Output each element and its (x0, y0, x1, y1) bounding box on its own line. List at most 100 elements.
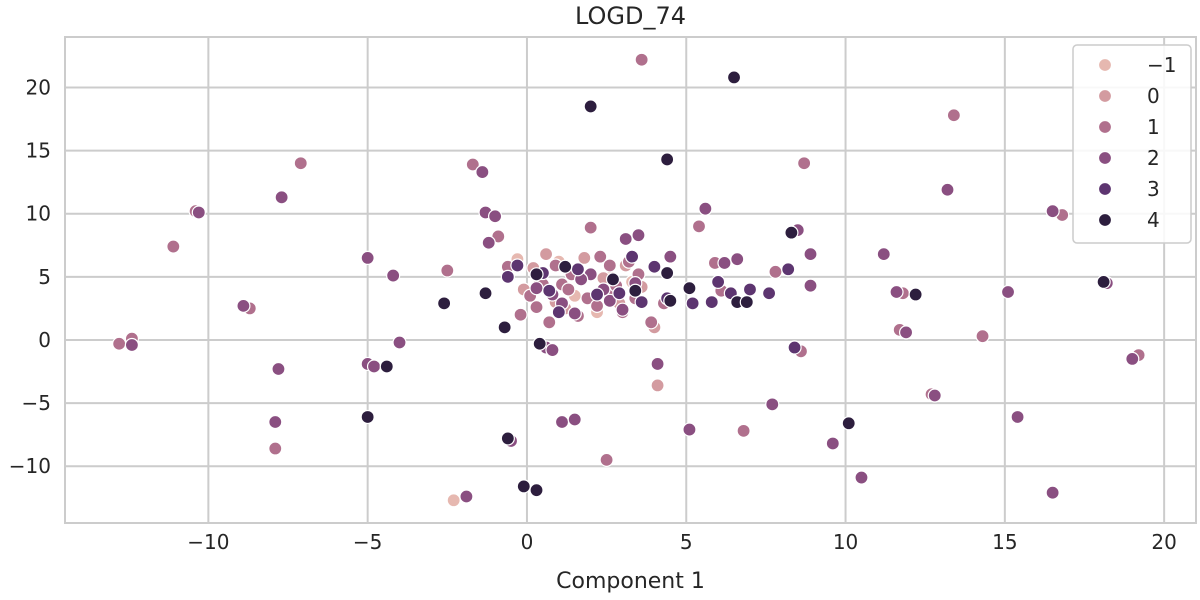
data-point (268, 441, 283, 456)
data-point (898, 325, 914, 340)
data-point (567, 412, 582, 427)
y-tick-label: 20 (26, 75, 51, 99)
data-point (459, 489, 474, 504)
data-point (682, 422, 697, 437)
data-point (602, 258, 617, 273)
data-point (612, 286, 627, 301)
data-point (554, 414, 570, 430)
data-point (551, 305, 566, 320)
data-point (542, 315, 557, 330)
y-tick-label: 5 (38, 265, 51, 289)
data-point (644, 315, 659, 330)
data-point (529, 483, 544, 498)
data-point (293, 156, 308, 171)
data-point (940, 182, 955, 197)
data-point (602, 293, 617, 308)
legend-label: 1 (1147, 115, 1160, 139)
legend-label: 3 (1147, 177, 1160, 201)
data-point (481, 235, 496, 250)
plot-frame (64, 36, 1197, 524)
data-point (510, 258, 525, 273)
data-point (634, 294, 649, 310)
data-point (841, 416, 856, 431)
data-point (274, 190, 289, 205)
data-point (711, 274, 726, 289)
data-point (742, 282, 758, 297)
data-point (513, 307, 528, 322)
data-point (663, 249, 678, 264)
data-point (765, 397, 780, 412)
y-tick-label: 15 (26, 139, 51, 163)
data-point (761, 286, 777, 301)
data-point (516, 479, 531, 494)
data-point (1045, 204, 1060, 219)
chart-title: LOGD_74 (575, 2, 686, 30)
x-tick-label: −10 (187, 530, 229, 554)
data-point (803, 247, 818, 262)
data-point (927, 388, 942, 403)
data-point (634, 52, 649, 67)
data-point (628, 283, 643, 298)
legend-label: 4 (1147, 208, 1160, 232)
data-point (268, 414, 283, 430)
data-point (379, 359, 394, 374)
data-point (1010, 409, 1025, 425)
data-point (589, 287, 605, 302)
data-point (583, 99, 598, 114)
data-point (704, 294, 719, 310)
data-point (529, 267, 544, 282)
data-point (545, 342, 560, 358)
data-point (647, 259, 662, 274)
gridlines (65, 37, 1196, 523)
data-point (437, 296, 452, 311)
x-tick-label: 15 (992, 530, 1017, 554)
data-point (876, 247, 891, 262)
data-point (500, 269, 515, 284)
legend-label: 0 (1147, 84, 1160, 108)
data-point (618, 231, 633, 247)
data-point (889, 284, 904, 300)
legend-label: 2 (1147, 146, 1160, 170)
data-point (487, 209, 503, 224)
data-point (360, 409, 375, 425)
data-point (717, 255, 732, 271)
data-point (593, 249, 608, 264)
data-point (124, 337, 140, 353)
data-point (236, 298, 251, 313)
data-point (567, 306, 582, 321)
data-point (271, 361, 286, 377)
data-point (529, 300, 544, 315)
legend-label: −1 (1147, 53, 1176, 77)
legend-marker (1097, 181, 1113, 197)
legend-marker (1097, 212, 1113, 228)
data-point (691, 219, 707, 234)
data-point (465, 157, 480, 172)
data-point (739, 294, 754, 310)
data-point (366, 359, 382, 374)
data-point (768, 264, 783, 279)
data-point (698, 201, 713, 216)
data-point (615, 302, 630, 317)
y-tick-label: −5 (22, 391, 51, 415)
y-tick-label: −10 (9, 454, 51, 478)
y-tick-label: 10 (26, 202, 51, 226)
data-point (825, 436, 840, 451)
data-point (726, 70, 742, 85)
data-point (583, 220, 598, 235)
data-point (529, 281, 544, 296)
data-point (663, 293, 678, 308)
data-point (624, 249, 640, 264)
data-point (682, 281, 697, 296)
data-point (784, 225, 799, 240)
data-point (542, 283, 557, 298)
data-point (975, 329, 990, 344)
data-point (599, 452, 614, 467)
data-point (660, 152, 675, 167)
data-point (631, 228, 646, 243)
data-point (561, 282, 576, 297)
data-point (532, 336, 547, 351)
data-point (908, 287, 923, 302)
data-points (112, 52, 1146, 508)
